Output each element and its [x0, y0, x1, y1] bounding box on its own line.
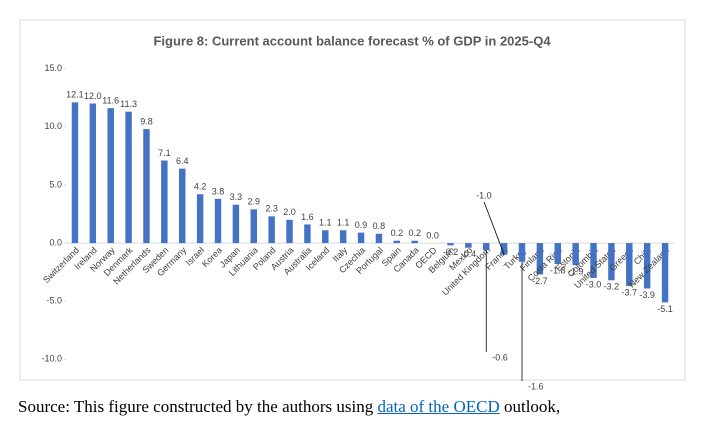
bar	[393, 240, 401, 244]
callout-line	[483, 201, 505, 255]
source-text: Source: This figure constructed by the a…	[18, 397, 378, 416]
bar	[626, 243, 633, 287]
bar	[608, 243, 615, 281]
data-label: 4.2	[194, 182, 207, 192]
bar	[572, 243, 579, 266]
data-label: 1.1	[337, 218, 350, 228]
bar	[179, 168, 186, 244]
data-label: -5.1	[657, 304, 673, 314]
bar	[304, 224, 311, 244]
bar	[411, 240, 418, 244]
data-label: -3.2	[604, 282, 620, 292]
data-label: 12.0	[84, 91, 102, 101]
data-label: 0.9	[355, 220, 368, 230]
source-link[interactable]: data of the OECD	[377, 397, 500, 416]
bar	[465, 243, 472, 248]
data-label: 1.1	[319, 218, 332, 228]
data-label: -0.6	[492, 352, 508, 362]
data-label: -0.2	[443, 247, 459, 257]
data-label: 1.6	[301, 212, 314, 222]
bar	[322, 230, 329, 244]
data-label: 7.1	[158, 148, 171, 158]
data-label: -1.6	[528, 381, 544, 391]
bar	[554, 243, 561, 265]
data-label: 12.1	[66, 90, 84, 100]
data-label: 9.8	[140, 116, 153, 126]
bar	[447, 243, 454, 246]
bar	[161, 160, 168, 244]
chart-title: Figure 8: Current account balance foreca…	[153, 33, 551, 48]
data-label: 11.3	[120, 99, 137, 109]
chart: Figure 8: Current account balance foreca…	[19, 19, 686, 391]
bar	[232, 204, 240, 244]
data-label: 0.2	[391, 228, 404, 238]
y-tick-label: 15.0	[44, 63, 62, 73]
bar	[375, 233, 383, 244]
bar	[483, 243, 490, 251]
bar	[661, 243, 669, 303]
data-label: 11.6	[102, 96, 119, 106]
y-tick-label: 5.0	[49, 179, 62, 189]
data-label: -3.7	[622, 287, 638, 297]
y-tick-label: -10.0	[41, 354, 62, 364]
data-label: -3.0	[586, 279, 602, 289]
data-label: 3.3	[230, 192, 243, 202]
data-label: -1.9	[568, 267, 584, 277]
source-note: Source: This figure constructed by the a…	[18, 396, 698, 417]
bar	[500, 243, 508, 255]
data-label: -3.9	[639, 290, 655, 300]
data-label: 0.8	[373, 221, 386, 231]
bar	[357, 232, 365, 244]
data-label: 2.9	[248, 197, 261, 207]
data-label: -0.4	[461, 249, 477, 259]
bar	[286, 219, 293, 244]
bar	[268, 216, 275, 244]
data-label: 2.0	[283, 207, 296, 217]
data-label: -1.0	[476, 190, 492, 200]
bar	[339, 230, 347, 244]
bar	[536, 243, 544, 275]
data-label: -1.8	[550, 265, 566, 275]
bar	[125, 111, 132, 244]
chart-border	[19, 19, 686, 381]
y-tick-label: 10.0	[44, 121, 62, 131]
y-tick-label: -5.0	[46, 296, 62, 306]
bar	[590, 243, 597, 278]
bar	[143, 129, 150, 244]
data-label: -2.7	[532, 276, 548, 286]
bar	[518, 243, 526, 262]
data-label: 3.8	[212, 186, 225, 196]
bar	[250, 209, 257, 244]
data-label: 0.0	[426, 230, 439, 240]
bar	[643, 243, 651, 289]
y-tick-label: 0.0	[49, 237, 62, 247]
data-label: 0.2	[408, 228, 421, 238]
bar	[107, 108, 114, 244]
source-text: outlook,	[499, 397, 561, 416]
bar	[71, 102, 79, 244]
bar	[196, 194, 204, 244]
data-label: 2.3	[265, 204, 278, 214]
bar	[89, 103, 97, 244]
data-label: 6.4	[176, 156, 189, 166]
bar	[214, 198, 222, 244]
